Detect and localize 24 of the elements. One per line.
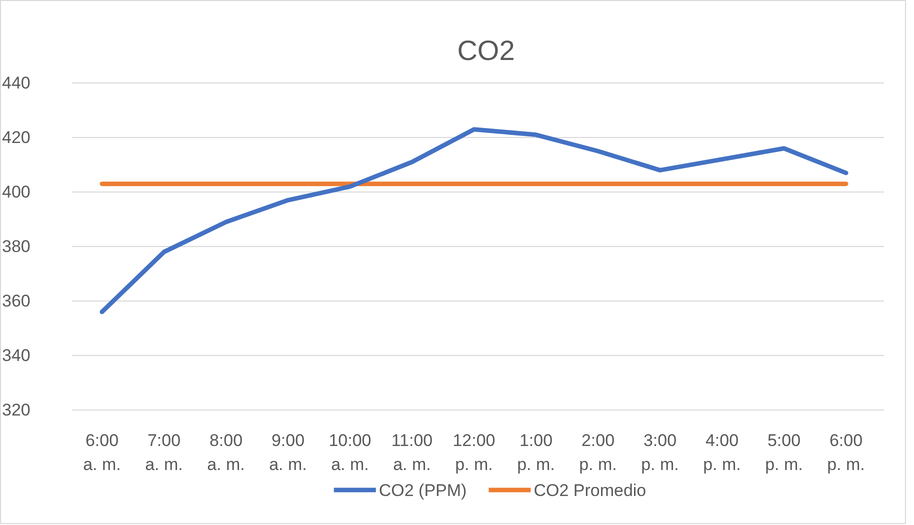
x-tick-label: 6:00 p. m. (827, 431, 865, 474)
x-tick-label: 6:00 a. m. (83, 431, 121, 474)
y-tick-label: 440 (2, 73, 30, 92)
x-tick-label: 9:00 a. m. (269, 431, 307, 474)
y-tick-label: 400 (2, 182, 30, 202)
y-tick-label: 360 (2, 291, 30, 310)
x-tick-label: 10:00 a. m. (328, 431, 372, 474)
x-tick-label: 1:00 p. m. (517, 431, 555, 474)
line-series (100, 127, 848, 314)
x-tick-label: 7:00 a. m. (145, 431, 183, 474)
y-tick-label: 340 (2, 346, 30, 365)
x-tick-label: 4:00 p. m. (703, 431, 741, 474)
y-tick-label: 420 (2, 128, 30, 147)
y-tick-label: 380 (2, 236, 30, 256)
x-tick-label: 2:00 p. m. (579, 431, 617, 474)
y-tick-label: 320 (2, 400, 30, 420)
x-tick-label: 8:00 a. m. (207, 431, 245, 474)
x-tick-label: 11:00 a. m. (391, 431, 433, 474)
legend-label: CO2 (PPM) (378, 481, 467, 500)
x-tick-label: 12:00 p. m. (452, 431, 496, 474)
legend-label: CO2 Promedio (534, 481, 646, 500)
x-tick-label: 5:00 p. m. (765, 431, 803, 474)
x-tick-label: 3:00 p. m. (641, 431, 679, 474)
chart-title: CO2 (457, 35, 515, 66)
